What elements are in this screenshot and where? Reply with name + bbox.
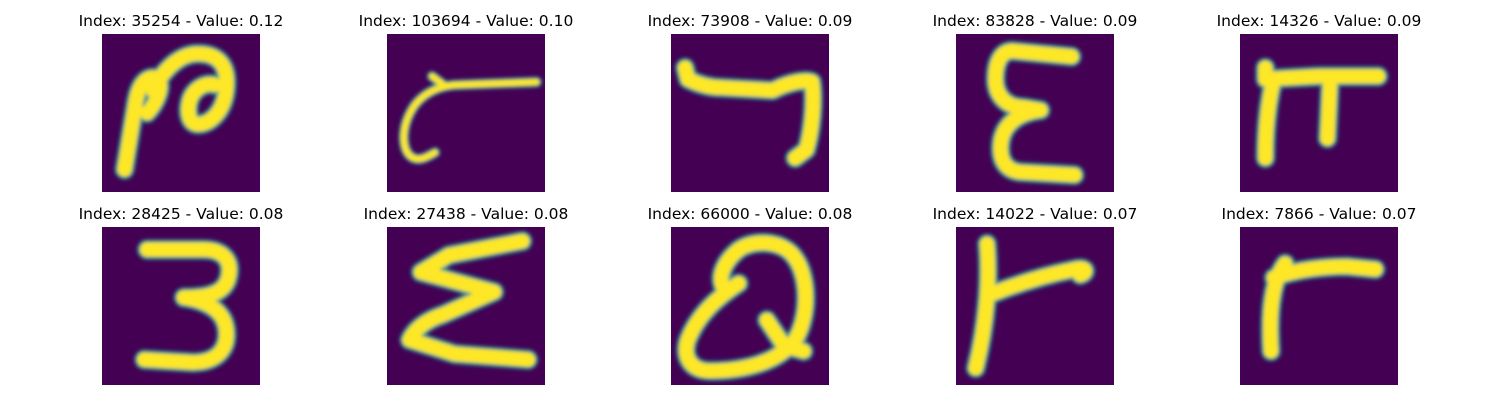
panel-1: Index: 35254 - Value: 0.12 <box>61 0 301 192</box>
handwritten-character-image <box>1240 227 1398 385</box>
panel-title: Index: 66000 - Value: 0.08 <box>647 205 853 223</box>
panel-8: Index: 66000 - Value: 0.08 <box>630 193 870 385</box>
handwritten-character-image <box>671 227 829 385</box>
panel-4: Index: 83828 - Value: 0.09 <box>915 0 1155 192</box>
handwritten-character-image <box>387 227 545 385</box>
handwritten-character-image <box>102 227 260 385</box>
panel-title: Index: 35254 - Value: 0.12 <box>78 12 284 30</box>
panel-6: Index: 28425 - Value: 0.08 <box>61 193 301 385</box>
panel-title: Index: 83828 - Value: 0.09 <box>932 12 1138 30</box>
panel-7: Index: 27438 - Value: 0.08 <box>346 193 586 385</box>
handwritten-character-image <box>671 34 829 192</box>
panel-title: Index: 28425 - Value: 0.08 <box>78 205 284 223</box>
panel-title: Index: 14022 - Value: 0.07 <box>932 205 1138 223</box>
handwritten-character-image <box>387 34 545 192</box>
panel-title: Index: 14326 - Value: 0.09 <box>1216 12 1422 30</box>
panel-title: Index: 103694 - Value: 0.10 <box>358 12 574 30</box>
panel-title: Index: 7866 - Value: 0.07 <box>1221 205 1417 223</box>
panel-3: Index: 73908 - Value: 0.09 <box>630 0 870 192</box>
handwritten-character-image <box>956 34 1114 192</box>
panel-9: Index: 14022 - Value: 0.07 <box>915 193 1155 385</box>
handwritten-character-image <box>102 34 260 192</box>
panel-10: Index: 7866 - Value: 0.07 <box>1199 193 1439 385</box>
handwritten-character-image <box>1240 34 1398 192</box>
panel-5: Index: 14326 - Value: 0.09 <box>1199 0 1439 192</box>
panel-2: Index: 103694 - Value: 0.10 <box>346 0 586 192</box>
handwritten-character-image <box>956 227 1114 385</box>
panel-title: Index: 73908 - Value: 0.09 <box>647 12 853 30</box>
panel-title: Index: 27438 - Value: 0.08 <box>363 205 569 223</box>
